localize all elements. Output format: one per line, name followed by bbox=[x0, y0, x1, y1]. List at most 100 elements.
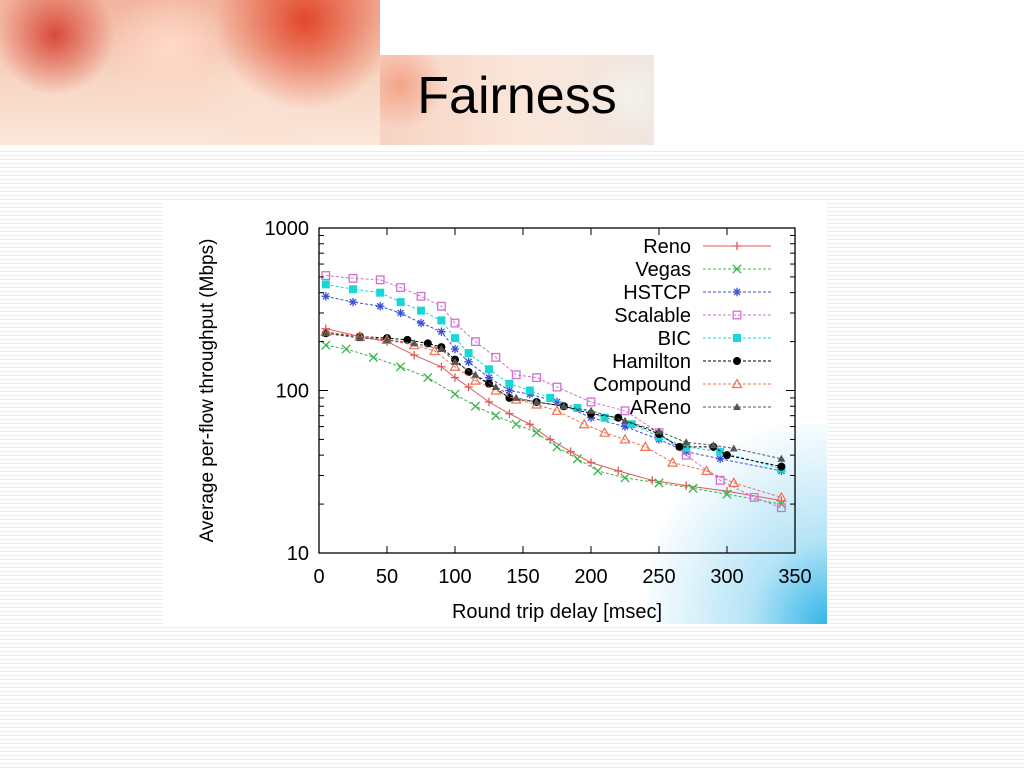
data-point bbox=[485, 365, 493, 374]
legend-label: Reno bbox=[643, 236, 691, 258]
decorative-banner bbox=[0, 0, 380, 145]
data-point bbox=[619, 433, 631, 444]
data-point bbox=[450, 389, 460, 399]
data-point bbox=[469, 374, 481, 385]
data-point bbox=[410, 339, 419, 347]
data-point bbox=[620, 406, 630, 416]
axis-layer: 0 50 100 150 200 250 300 350 10 100 1000 Round trip… bbox=[197, 218, 812, 623]
data-point bbox=[375, 275, 385, 285]
series-scalable bbox=[321, 271, 786, 513]
data-point bbox=[709, 441, 718, 449]
data-point bbox=[552, 382, 562, 392]
legend-item-vegas: Vegas bbox=[635, 259, 771, 281]
data-point bbox=[355, 334, 364, 342]
data-point bbox=[627, 420, 636, 429]
legend-item-hamilton: Hamilton bbox=[612, 351, 771, 373]
x-tick-label: 200 bbox=[574, 566, 607, 588]
data-point bbox=[614, 466, 623, 476]
data-point bbox=[321, 271, 331, 280]
data-point bbox=[682, 438, 691, 446]
data-point bbox=[573, 404, 582, 413]
data-point bbox=[701, 465, 713, 476]
data-point bbox=[732, 310, 742, 320]
data-point bbox=[464, 382, 473, 392]
data-point bbox=[586, 458, 596, 467]
series-line bbox=[325, 332, 782, 460]
data-point bbox=[491, 411, 501, 421]
y-tick-label: 1000 bbox=[265, 218, 310, 240]
data-point bbox=[525, 420, 534, 429]
data-point bbox=[321, 329, 330, 337]
data-point bbox=[429, 345, 441, 356]
data-point bbox=[525, 386, 534, 395]
data-point bbox=[470, 337, 480, 347]
data-point bbox=[732, 287, 742, 297]
data-point bbox=[648, 476, 657, 485]
data-point bbox=[368, 352, 379, 362]
legend-item-reno: Reno bbox=[643, 236, 771, 258]
series-line bbox=[325, 344, 782, 505]
series-line bbox=[325, 295, 782, 472]
data-point bbox=[731, 378, 743, 389]
data-point bbox=[485, 379, 493, 388]
legend-item-scalable: Scalable bbox=[614, 305, 771, 327]
data-point bbox=[732, 241, 742, 251]
legend-label: BIC bbox=[658, 328, 691, 350]
data-point bbox=[572, 454, 583, 464]
data-point bbox=[437, 327, 446, 336]
data-point bbox=[728, 477, 740, 488]
data-point bbox=[417, 306, 425, 315]
data-point bbox=[654, 478, 664, 488]
data-point bbox=[321, 292, 330, 301]
y-axis-label: Average per-flow throughput (Mbps) bbox=[197, 239, 218, 543]
data-point bbox=[552, 442, 562, 452]
legend-item-compound: Compound bbox=[593, 374, 771, 396]
x-tick-label: 150 bbox=[506, 566, 539, 588]
data-point bbox=[682, 481, 691, 490]
data-point bbox=[716, 454, 725, 463]
data-point bbox=[593, 466, 603, 476]
data-point bbox=[416, 291, 426, 301]
data-point bbox=[655, 427, 663, 435]
data-point bbox=[451, 357, 459, 365]
data-point bbox=[410, 350, 419, 360]
data-point bbox=[532, 397, 541, 405]
data-point bbox=[471, 370, 480, 378]
data-point bbox=[733, 403, 741, 410]
data-point bbox=[505, 409, 514, 418]
slide-header: Fairness bbox=[0, 0, 1024, 148]
data-point bbox=[621, 416, 629, 424]
data-point bbox=[396, 308, 405, 318]
data-point bbox=[511, 419, 521, 429]
data-point bbox=[559, 402, 568, 410]
series-compound bbox=[320, 325, 787, 502]
data-point bbox=[491, 352, 501, 362]
x-tick-label: 50 bbox=[376, 566, 398, 588]
data-point bbox=[376, 302, 385, 311]
data-point bbox=[512, 393, 521, 401]
data-point bbox=[464, 357, 473, 367]
legend-item-hstcp: HSTCP bbox=[623, 282, 771, 304]
title-banner bbox=[380, 55, 654, 145]
series-areno bbox=[321, 329, 786, 462]
data-point bbox=[722, 489, 732, 499]
data-point bbox=[531, 428, 542, 438]
legend-label: Vegas bbox=[635, 259, 691, 281]
data-point bbox=[437, 362, 446, 371]
data-point bbox=[470, 401, 481, 411]
data-point bbox=[484, 397, 494, 407]
data-point bbox=[716, 447, 725, 456]
data-point bbox=[688, 483, 698, 493]
data-point bbox=[775, 491, 787, 502]
data-point bbox=[376, 288, 385, 297]
x-tick-label: 250 bbox=[642, 566, 675, 588]
data-point bbox=[505, 379, 514, 388]
data-point bbox=[729, 444, 738, 452]
data-point bbox=[733, 357, 741, 365]
data-point bbox=[675, 442, 684, 451]
legend-label: AReno bbox=[630, 397, 691, 419]
data-point bbox=[639, 441, 651, 451]
series-layer bbox=[320, 271, 787, 513]
data-point bbox=[749, 492, 759, 502]
data-point bbox=[436, 301, 446, 311]
